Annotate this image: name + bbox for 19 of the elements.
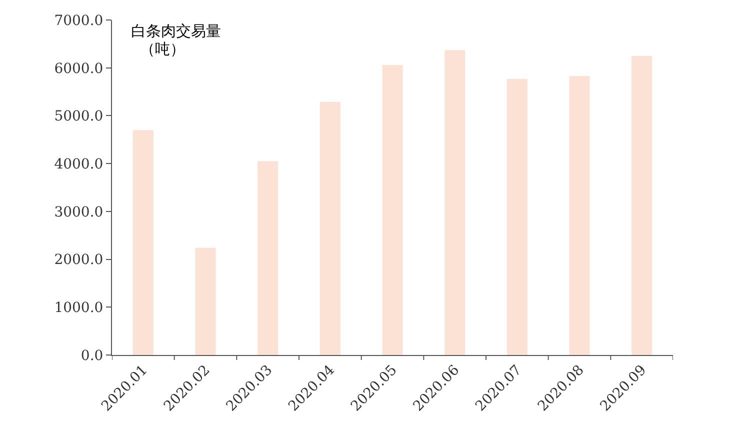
- y-axis-title: （吨）: [140, 40, 185, 58]
- bar: [132, 130, 154, 355]
- y-tick-label: 5000.0: [54, 108, 104, 125]
- y-tick-label: 0.0: [80, 348, 104, 364]
- y-tick-label: 6000.0: [54, 60, 104, 77]
- bar: [320, 102, 340, 355]
- y-tick-label: 3000.0: [54, 204, 104, 220]
- bar: [195, 248, 216, 355]
- bar: [569, 76, 590, 355]
- y-tick-label: 7000.0: [54, 12, 104, 29]
- bar: [506, 78, 528, 355]
- bar: [444, 50, 466, 355]
- chart-title: 白条肉交易量: [131, 22, 221, 40]
- y-tick-label: 1000.0: [54, 300, 104, 316]
- bar: [382, 64, 403, 355]
- bar: [632, 56, 652, 355]
- y-tick-label: 2000.0: [54, 252, 104, 268]
- bar: [258, 161, 278, 355]
- y-tick-label: 4000.0: [54, 156, 104, 172]
